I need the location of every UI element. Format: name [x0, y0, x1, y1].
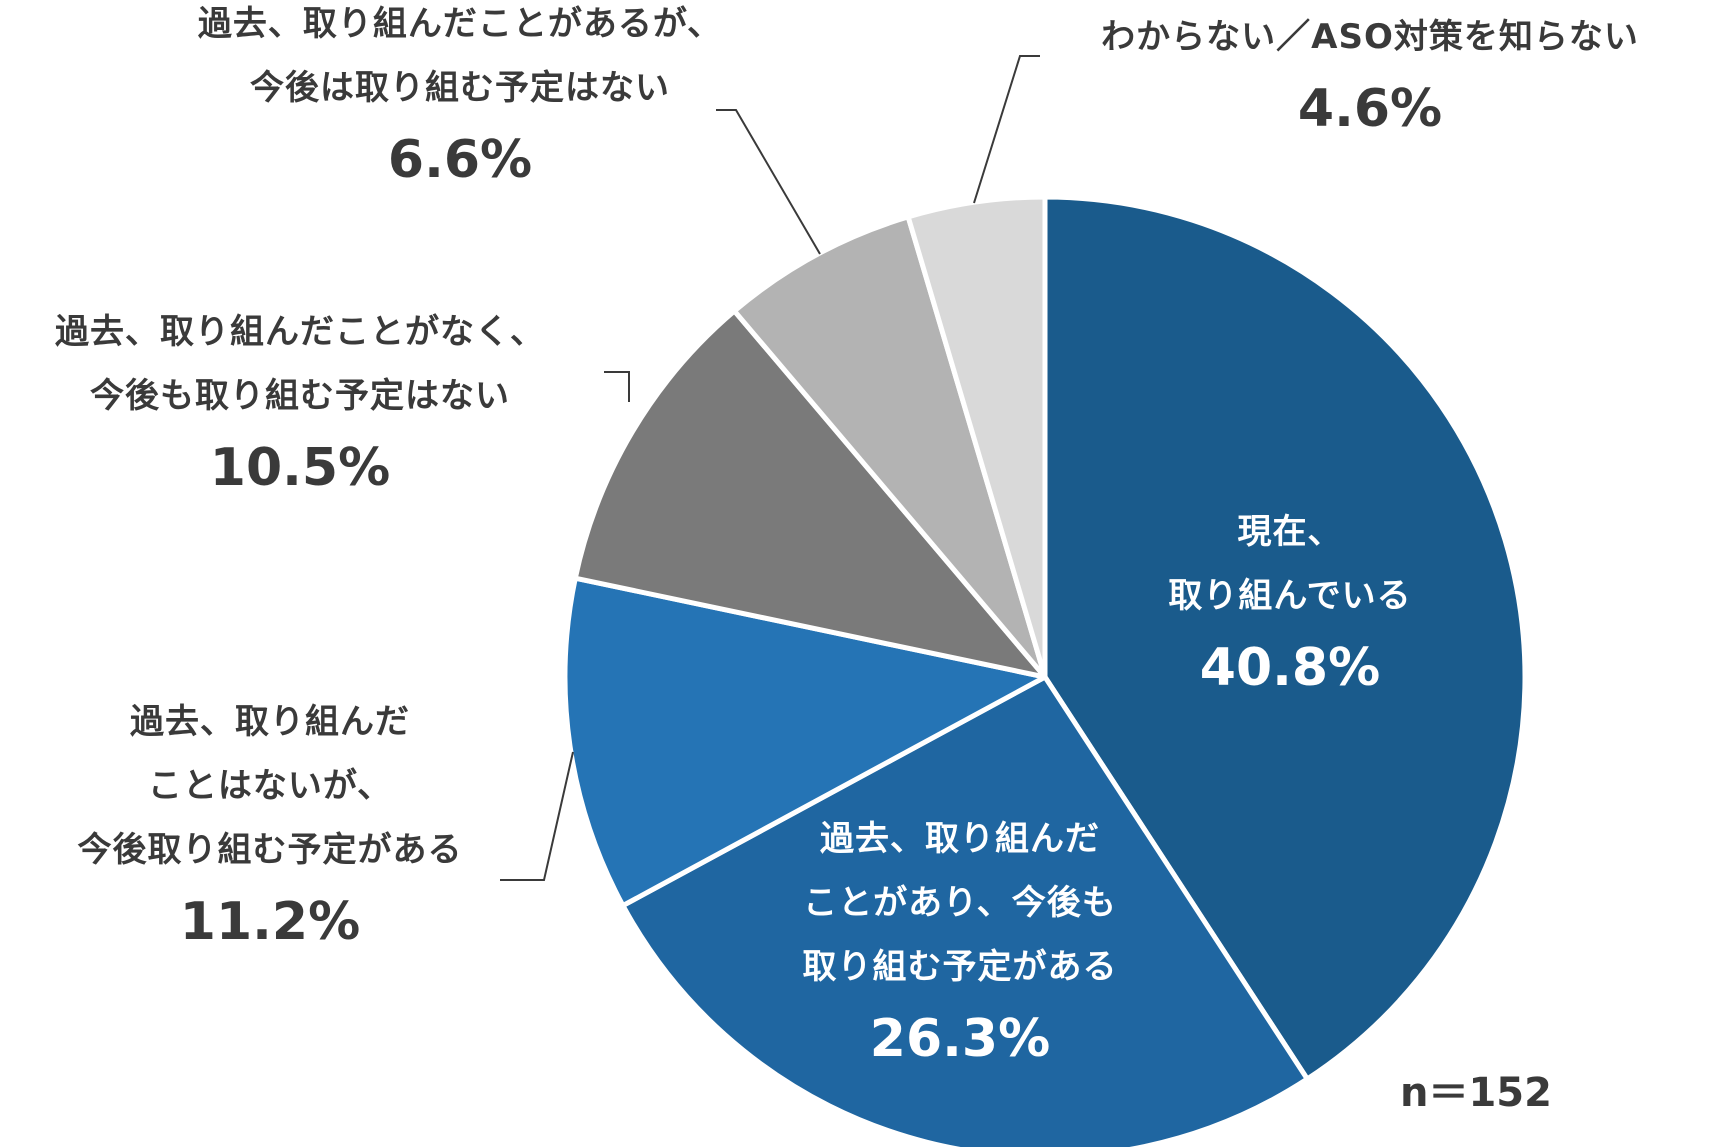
- slice-value-2: 11.2%: [179, 892, 361, 952]
- leader-line-3: [604, 371, 630, 402]
- slice-label-0-line-1: 取り組んでいる: [1168, 576, 1412, 616]
- slice-label-4: 過去、取り組んだことがあるが、 今後は取り組む予定はない 6.6%: [150, 0, 770, 200]
- pie-slice-5: [905, 194, 1048, 680]
- pie-slice-4: [731, 214, 1048, 680]
- slice-label-0-line-0: 現在、: [1237, 512, 1343, 552]
- slice-label-3-line-1: 今後も取り組む予定はない: [90, 376, 510, 416]
- slice-label-4-line-1: 今後は取り組む予定はない: [250, 68, 670, 108]
- slice-label-2-line-2: 今後取り組む予定がある: [77, 830, 463, 870]
- slice-label-4-line-0: 過去、取り組んだことがあるが、: [197, 4, 723, 44]
- slice-label-2: 過去、取り組んだ ことはないが、 今後取り組む予定がある 11.2%: [40, 690, 500, 962]
- sample-size-label: n＝152: [1400, 1070, 1552, 1116]
- slice-value-0: 40.8%: [1199, 638, 1381, 698]
- slice-label-1: 過去、取り組んだ ことがあり、今後も 取り組む予定がある 26.3%: [770, 807, 1150, 1079]
- slice-value-1: 26.3%: [869, 1009, 1051, 1069]
- slice-label-2-line-0: 過去、取り組んだ: [130, 702, 410, 742]
- pie-slice-3: [572, 308, 1048, 680]
- slice-label-2-line-1: ことはないが、: [147, 766, 393, 806]
- leader-line-5: [973, 55, 1040, 204]
- slice-label-0: 現在、 取り組んでいる 40.8%: [1168, 500, 1410, 708]
- slice-label-1-line-1: ことがあり、今後も: [803, 883, 1117, 923]
- slice-label-3-line-0: 過去、取り組んだことがなく、: [55, 312, 545, 352]
- pie-slice-2: [562, 575, 1048, 909]
- pie-slices: [562, 194, 1528, 1147]
- slice-label-5-line-0: わからない／ASO対策を知らない: [1101, 17, 1639, 57]
- slice-label-1-line-0: 過去、取り組んだ: [820, 819, 1100, 859]
- slice-value-4: 6.6%: [387, 130, 533, 190]
- slice-label-3: 過去、取り組んだことがなく、 今後も取り組む予定はない 10.5%: [20, 300, 580, 508]
- leader-lines: [500, 55, 1040, 881]
- slice-label-1-line-2: 取り組む予定がある: [802, 947, 1118, 987]
- slice-value-3: 10.5%: [209, 438, 391, 498]
- leader-line-2: [500, 751, 574, 881]
- pie-slice-1: [620, 674, 1310, 1147]
- leader-line-4: [716, 109, 821, 255]
- slice-value-5: 4.6%: [1297, 79, 1443, 139]
- slice-label-5: わからない／ASO対策を知らない 4.6%: [1050, 5, 1690, 149]
